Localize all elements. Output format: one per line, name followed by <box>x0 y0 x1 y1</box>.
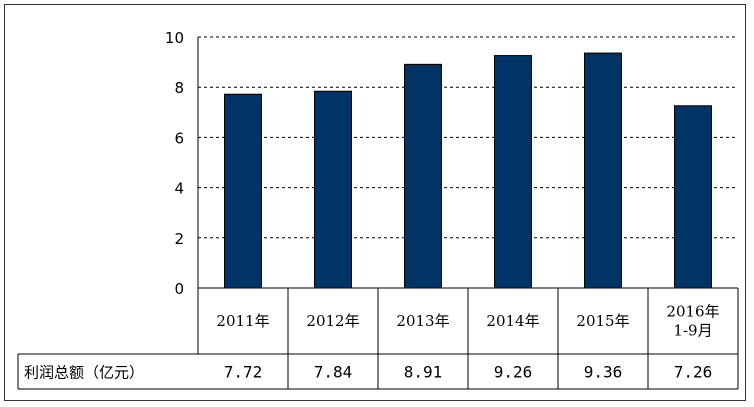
y-tick-label: 4 <box>174 180 184 198</box>
table-value: 9.26 <box>494 363 533 382</box>
y-tick-label: 10 <box>165 29 184 47</box>
table-value: 7.84 <box>314 363 353 382</box>
table-value: 7.72 <box>224 363 263 382</box>
bar <box>404 63 442 289</box>
table-value: 8.91 <box>404 363 443 382</box>
table-value: 9.36 <box>584 363 623 382</box>
category-label: 2013年 <box>396 312 449 330</box>
y-tick-label: 6 <box>174 129 184 147</box>
category-label: 2011年 <box>216 312 269 330</box>
y-tick-label: 0 <box>174 280 184 298</box>
table-value: 7.26 <box>674 363 713 382</box>
category-label: 2012年 <box>306 312 359 330</box>
category-label: 2015年 <box>576 312 629 330</box>
chart-frame <box>4 4 746 401</box>
bar <box>314 90 352 289</box>
bar <box>494 55 532 289</box>
bar <box>674 105 712 289</box>
y-tick-label: 8 <box>174 79 184 97</box>
bar <box>224 93 262 289</box>
bar <box>584 52 622 289</box>
table-row-label: 利润总额（亿元） <box>24 364 144 382</box>
category-label: 2014年 <box>486 312 539 330</box>
y-tick-label: 2 <box>174 230 184 248</box>
category-label: 2016年 1-9月 <box>666 303 719 340</box>
